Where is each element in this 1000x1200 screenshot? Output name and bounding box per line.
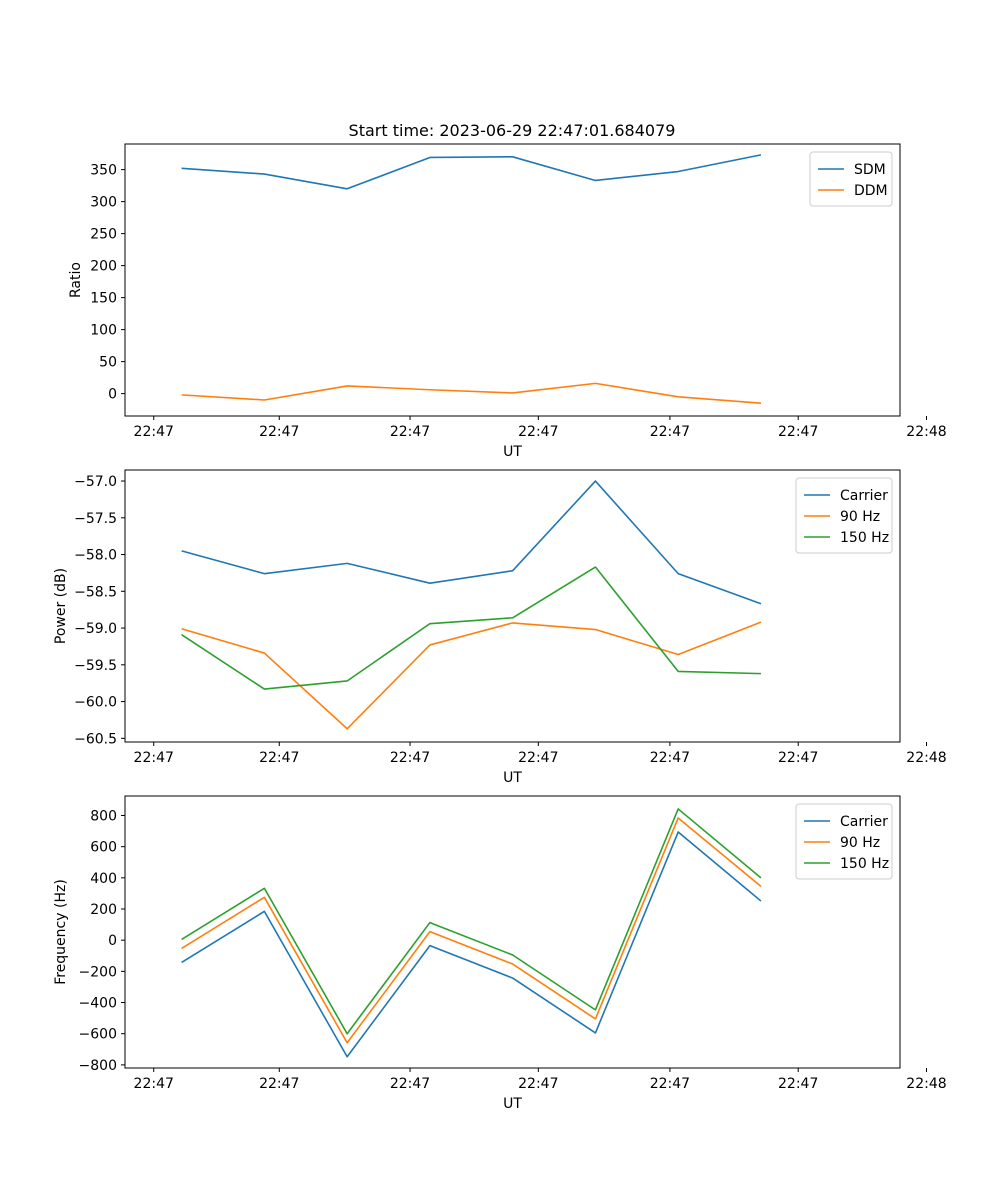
y-tick-label: 800: [90, 808, 117, 824]
x-tick-label: 22:48: [906, 750, 946, 766]
figure-title: Start time: 2023-06-29 22:47:01.684079: [349, 121, 676, 140]
series-line-90-hz: [181, 817, 762, 1044]
y-axis-label: Power (dB): [53, 568, 69, 644]
y-tick-label: 600: [90, 840, 117, 856]
legend: Carrier 90 Hz 150 Hz: [795, 803, 893, 880]
x-tick-label: 22:47: [650, 750, 690, 766]
y-tick-label: −58.5: [74, 584, 117, 600]
x-tick-label: 22:47: [259, 1076, 299, 1092]
legend-label: DDM: [854, 183, 888, 199]
x-tick-label: 22:47: [134, 1076, 174, 1092]
y-tick-label: 350: [90, 163, 117, 179]
y-tick-label: −60.5: [74, 731, 117, 747]
x-tick-label: 22:47: [134, 750, 174, 766]
x-tick-label: 22:48: [906, 1076, 946, 1092]
y-tick-label: 100: [90, 323, 117, 339]
y-tick-label: 150: [90, 291, 117, 307]
x-tick-label: 22:48: [906, 424, 946, 440]
y-axis-label: Ratio: [68, 262, 84, 298]
y-tick-label: −800: [79, 1058, 117, 1074]
legend-label: 90 Hz: [840, 835, 880, 851]
x-tick-label: 22:47: [134, 424, 174, 440]
y-tick-label: 250: [90, 227, 117, 243]
legend: SDM DDM: [809, 151, 893, 207]
panels: 0 50 100 150 200 250 300 350 22:47 22:47 22:47 22:4…: [53, 143, 947, 1112]
ratio-panel: 0 50 100 150 200 250 300 350 22:47 22:47 22:47 22:4…: [68, 143, 947, 460]
x-tick-label: 22:47: [259, 750, 299, 766]
y-tick-label: 0: [108, 933, 117, 949]
y-tick-label: −200: [79, 964, 117, 980]
y-tick-label: −57.5: [74, 511, 117, 527]
y-tick-label: 200: [90, 902, 117, 918]
frequency-panel: −800 −600 −400 −200 0 200 400 600 800 22:47 22:47 2…: [53, 795, 947, 1112]
x-tick-label: 22:47: [518, 424, 558, 440]
x-tick-label: 22:47: [650, 1076, 690, 1092]
y-tick-label: −600: [79, 1027, 117, 1043]
axes-frame: [124, 143, 901, 417]
series-line-150-hz: [181, 808, 762, 1035]
x-tick-label: 22:47: [518, 1076, 558, 1092]
y-tick-label: −59.5: [74, 658, 117, 674]
x-tick-label: 22:47: [778, 1076, 818, 1092]
series-line-carrier: [181, 480, 762, 605]
x-tick-label: 22:47: [390, 750, 430, 766]
legend-label: Carrier: [840, 488, 888, 504]
axes-frame: [124, 469, 901, 743]
y-tick-label: −60.0: [74, 695, 117, 711]
y-tick-label: 50: [99, 355, 117, 371]
x-tick-label: 22:47: [778, 750, 818, 766]
series-line-carrier: [181, 831, 762, 1058]
axes-frame: [124, 795, 901, 1069]
y-tick-label: 200: [90, 259, 117, 275]
x-axis-label: UT: [503, 770, 522, 786]
y-tick-label: −400: [79, 996, 117, 1012]
x-tick-label: 22:47: [778, 424, 818, 440]
x-tick-label: 22:47: [518, 750, 558, 766]
series-line-90-hz: [181, 621, 762, 730]
y-tick-label: 0: [108, 387, 117, 403]
series-line-ddm: [181, 382, 762, 404]
y-axis-label: Frequency (Hz): [53, 879, 69, 985]
legend-label: 90 Hz: [840, 509, 880, 525]
y-tick-label: 300: [90, 195, 117, 211]
y-tick-label: −58.0: [74, 548, 117, 564]
legend-label: 150 Hz: [840, 856, 889, 872]
power-panel: −60.5 −60.0 −59.5 −59.0 −58.5 −58.0 −57.5 −57.0…: [53, 469, 947, 786]
x-axis-label: UT: [503, 444, 522, 460]
y-tick-label: −59.0: [74, 621, 117, 637]
x-tick-label: 22:47: [650, 424, 690, 440]
legend-label: 150 Hz: [840, 530, 889, 546]
legend-box: [795, 477, 893, 554]
x-tick-label: 22:47: [390, 1076, 430, 1092]
legend-label: Carrier: [840, 814, 888, 830]
x-tick-label: 22:47: [390, 424, 430, 440]
x-axis-label: UT: [503, 1096, 522, 1112]
series-line-sdm: [181, 154, 762, 190]
legend-label: SDM: [854, 162, 886, 178]
legend-box: [809, 151, 893, 207]
y-tick-label: −57.0: [74, 474, 117, 490]
legend-box: [795, 803, 893, 880]
x-tick-label: 22:47: [259, 424, 299, 440]
legend: Carrier 90 Hz 150 Hz: [795, 477, 893, 554]
series-line-150-hz: [181, 566, 761, 690]
y-tick-label: 400: [90, 871, 117, 887]
